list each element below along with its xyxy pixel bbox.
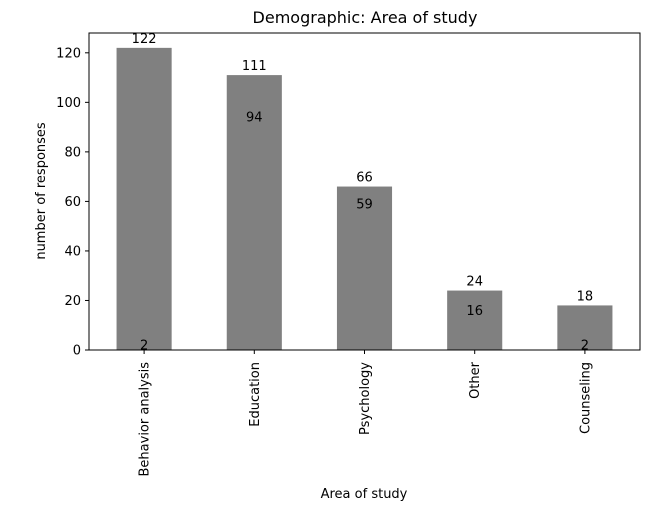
- y-axis-label: number of responses: [34, 122, 49, 260]
- y-tick-label: 60: [64, 195, 81, 210]
- bar: [336, 186, 393, 350]
- y-tick-label: 0: [73, 344, 81, 359]
- bar-inner-label: 94: [246, 111, 263, 126]
- y-axis-ticks: 0 20 40 60 80 100 120: [56, 46, 89, 359]
- inner-labels-group: 2 94 59 16 2: [140, 111, 589, 354]
- bar-value-label: 24: [466, 275, 483, 290]
- x-tick-label: Behavior analysis: [138, 362, 153, 477]
- bar-value-label: 111: [242, 59, 267, 74]
- bar-value-label: 122: [132, 32, 157, 47]
- bar-inner-label: 2: [140, 339, 148, 354]
- bar: [557, 305, 613, 350]
- y-tick-label: 100: [56, 96, 81, 111]
- y-tick-label: 120: [56, 46, 81, 61]
- chart-title: Demographic: Area of study: [253, 8, 478, 27]
- y-tick-label: 40: [64, 244, 81, 259]
- x-tick-label: Psychology: [358, 362, 373, 435]
- bar-value-label: 18: [577, 289, 594, 304]
- y-tick-label: 20: [64, 294, 81, 309]
- x-tick-label: Other: [468, 361, 483, 399]
- x-axis-label: Area of study: [321, 487, 408, 502]
- x-axis-ticks: Behavior analysis Education Psychology Othe…: [138, 350, 593, 477]
- x-tick-label: Education: [248, 362, 263, 427]
- y-tick-label: 80: [64, 145, 81, 160]
- bar-value-label: 66: [356, 171, 373, 186]
- x-tick-label: Counseling: [578, 362, 593, 434]
- bar: [447, 290, 503, 350]
- bars-group: [116, 47, 613, 350]
- bar-inner-label: 16: [466, 304, 483, 319]
- bar: [116, 47, 172, 350]
- bar-inner-label: 59: [356, 197, 373, 212]
- value-labels-group: 122 111 66 24 18: [132, 32, 593, 305]
- bar-inner-label: 2: [581, 339, 589, 354]
- bar: [226, 75, 282, 350]
